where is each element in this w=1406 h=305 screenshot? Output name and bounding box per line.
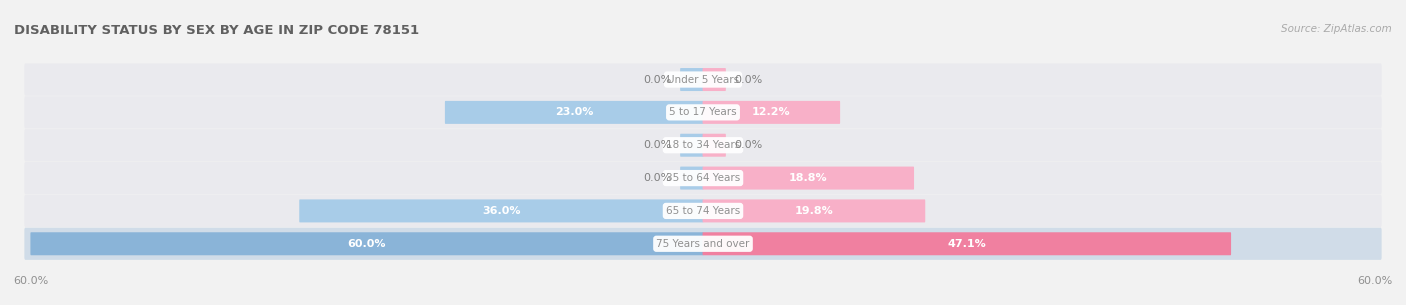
- Text: 23.0%: 23.0%: [555, 107, 593, 117]
- FancyBboxPatch shape: [24, 195, 1382, 227]
- Text: 0.0%: 0.0%: [644, 140, 672, 150]
- Text: DISABILITY STATUS BY SEX BY AGE IN ZIP CODE 78151: DISABILITY STATUS BY SEX BY AGE IN ZIP C…: [14, 24, 419, 38]
- FancyBboxPatch shape: [31, 232, 703, 255]
- Text: 0.0%: 0.0%: [644, 74, 672, 84]
- Text: Source: ZipAtlas.com: Source: ZipAtlas.com: [1281, 24, 1392, 34]
- FancyBboxPatch shape: [681, 68, 703, 91]
- Text: 0.0%: 0.0%: [644, 173, 672, 183]
- Text: 18.8%: 18.8%: [789, 173, 828, 183]
- Text: Under 5 Years: Under 5 Years: [666, 74, 740, 84]
- FancyBboxPatch shape: [24, 96, 1382, 128]
- FancyBboxPatch shape: [703, 134, 725, 157]
- Text: 0.0%: 0.0%: [734, 74, 762, 84]
- FancyBboxPatch shape: [681, 167, 703, 190]
- FancyBboxPatch shape: [681, 134, 703, 157]
- FancyBboxPatch shape: [444, 101, 703, 124]
- FancyBboxPatch shape: [24, 63, 1382, 96]
- Text: 36.0%: 36.0%: [482, 206, 520, 216]
- FancyBboxPatch shape: [24, 228, 1382, 260]
- FancyBboxPatch shape: [703, 68, 725, 91]
- Text: 75 Years and over: 75 Years and over: [657, 239, 749, 249]
- Text: 12.2%: 12.2%: [752, 107, 790, 117]
- FancyBboxPatch shape: [24, 129, 1382, 161]
- Text: 65 to 74 Years: 65 to 74 Years: [666, 206, 740, 216]
- Text: 35 to 64 Years: 35 to 64 Years: [666, 173, 740, 183]
- FancyBboxPatch shape: [24, 162, 1382, 194]
- Text: 47.1%: 47.1%: [948, 239, 986, 249]
- Text: 19.8%: 19.8%: [794, 206, 834, 216]
- Text: 18 to 34 Years: 18 to 34 Years: [666, 140, 740, 150]
- FancyBboxPatch shape: [703, 199, 925, 222]
- Text: 60.0%: 60.0%: [347, 239, 387, 249]
- Text: 5 to 17 Years: 5 to 17 Years: [669, 107, 737, 117]
- Text: 0.0%: 0.0%: [734, 140, 762, 150]
- FancyBboxPatch shape: [703, 101, 841, 124]
- FancyBboxPatch shape: [703, 167, 914, 190]
- FancyBboxPatch shape: [299, 199, 703, 222]
- FancyBboxPatch shape: [703, 232, 1232, 255]
